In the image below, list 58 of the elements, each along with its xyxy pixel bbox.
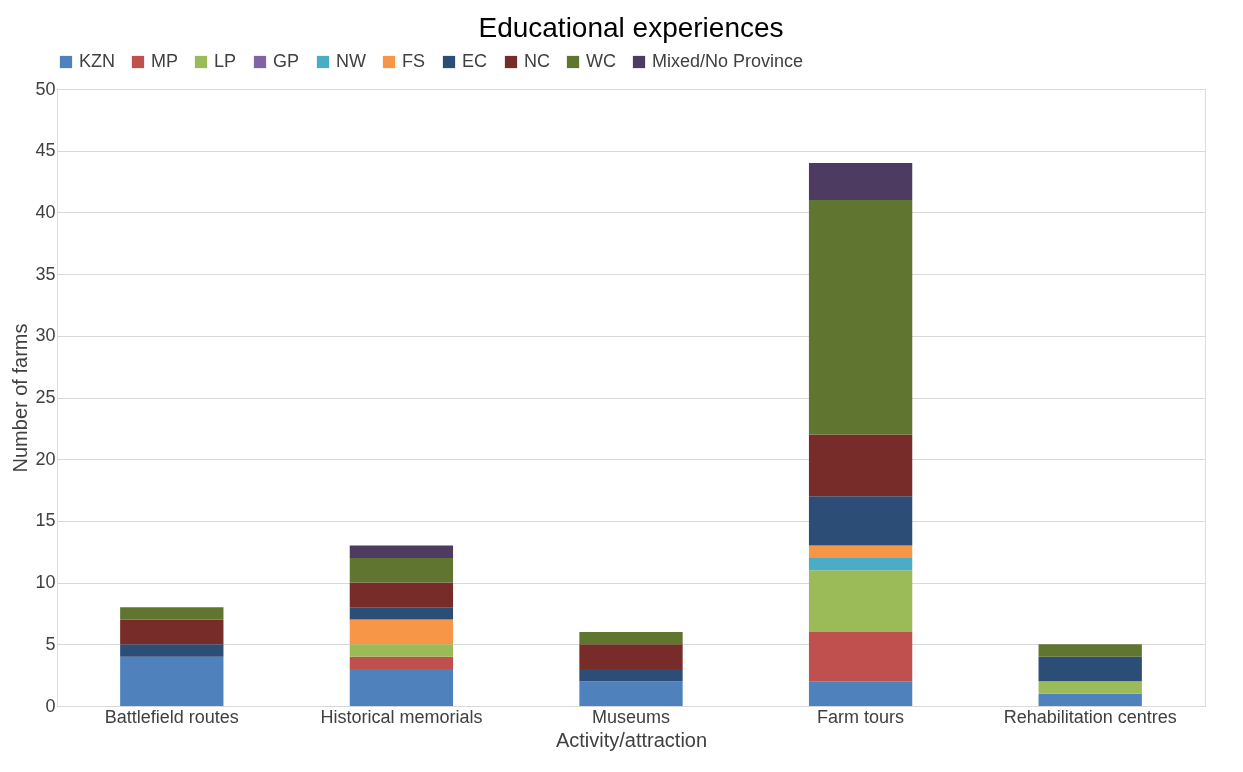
bar: [349, 656, 454, 669]
bar: [579, 681, 683, 706]
legend-label: GP: [273, 51, 300, 71]
bar: [349, 545, 454, 558]
y-tick-label: 40: [35, 201, 56, 222]
legend-label: FS: [402, 51, 426, 71]
bar: [349, 668, 454, 706]
bar: [1038, 681, 1142, 694]
y-tick-label: 50: [35, 78, 56, 99]
x-tick-label: Museums: [591, 706, 671, 727]
y-tick-label: 10: [35, 572, 56, 593]
legend-label: EC: [462, 51, 488, 71]
legend-label: Mixed/No Province: [652, 51, 804, 71]
bar: [808, 681, 913, 706]
y-tick-label: 45: [35, 140, 56, 161]
legend-label: LP: [214, 51, 237, 71]
bar: [120, 619, 224, 645]
bar: [120, 607, 224, 620]
x-tick-label: Historical memorials: [320, 706, 483, 727]
bar: [808, 545, 913, 558]
bar: [1038, 693, 1142, 706]
legend-label: NW: [336, 51, 366, 71]
bar: [579, 644, 683, 669]
y-tick-label: 0: [45, 695, 56, 716]
bar: [579, 668, 683, 682]
bar: [808, 434, 913, 497]
bar: [349, 557, 454, 583]
x-tick-label: Rehabilitation centres: [1003, 706, 1177, 727]
y-tick-label: 25: [35, 387, 56, 407]
bar: [349, 619, 454, 645]
bar: [808, 570, 913, 632]
legend-label: MP: [151, 51, 178, 71]
y-tick-label: 30: [35, 325, 56, 346]
x-tick-label: Farm tours: [817, 706, 905, 727]
bar: [808, 631, 913, 682]
bar: [808, 557, 913, 571]
bar: [349, 644, 454, 657]
y-tick-label: 20: [35, 448, 56, 469]
legend-label: NC: [524, 51, 550, 71]
bar: [808, 200, 913, 435]
y-tick-label: 35: [35, 263, 56, 284]
bar: [808, 163, 913, 201]
bar: [349, 607, 454, 620]
bar: [120, 644, 224, 657]
legend-label: WC: [586, 51, 616, 71]
bar: [579, 631, 683, 645]
y-tick-label: 5: [45, 633, 56, 654]
x-tick-label: Battlefield routes: [104, 706, 239, 727]
bar: [120, 656, 224, 706]
chart-title: Educational experiences: [478, 12, 784, 43]
bar: [808, 496, 913, 546]
y-tick-label: 15: [35, 510, 56, 531]
legend-label: KZN: [79, 51, 115, 71]
bar: [349, 582, 454, 608]
x-axis-title: Activity/attraction: [555, 728, 708, 751]
bar: [1038, 644, 1142, 657]
bar: [1038, 656, 1142, 682]
y-axis-title: Number of farms: [9, 323, 32, 473]
